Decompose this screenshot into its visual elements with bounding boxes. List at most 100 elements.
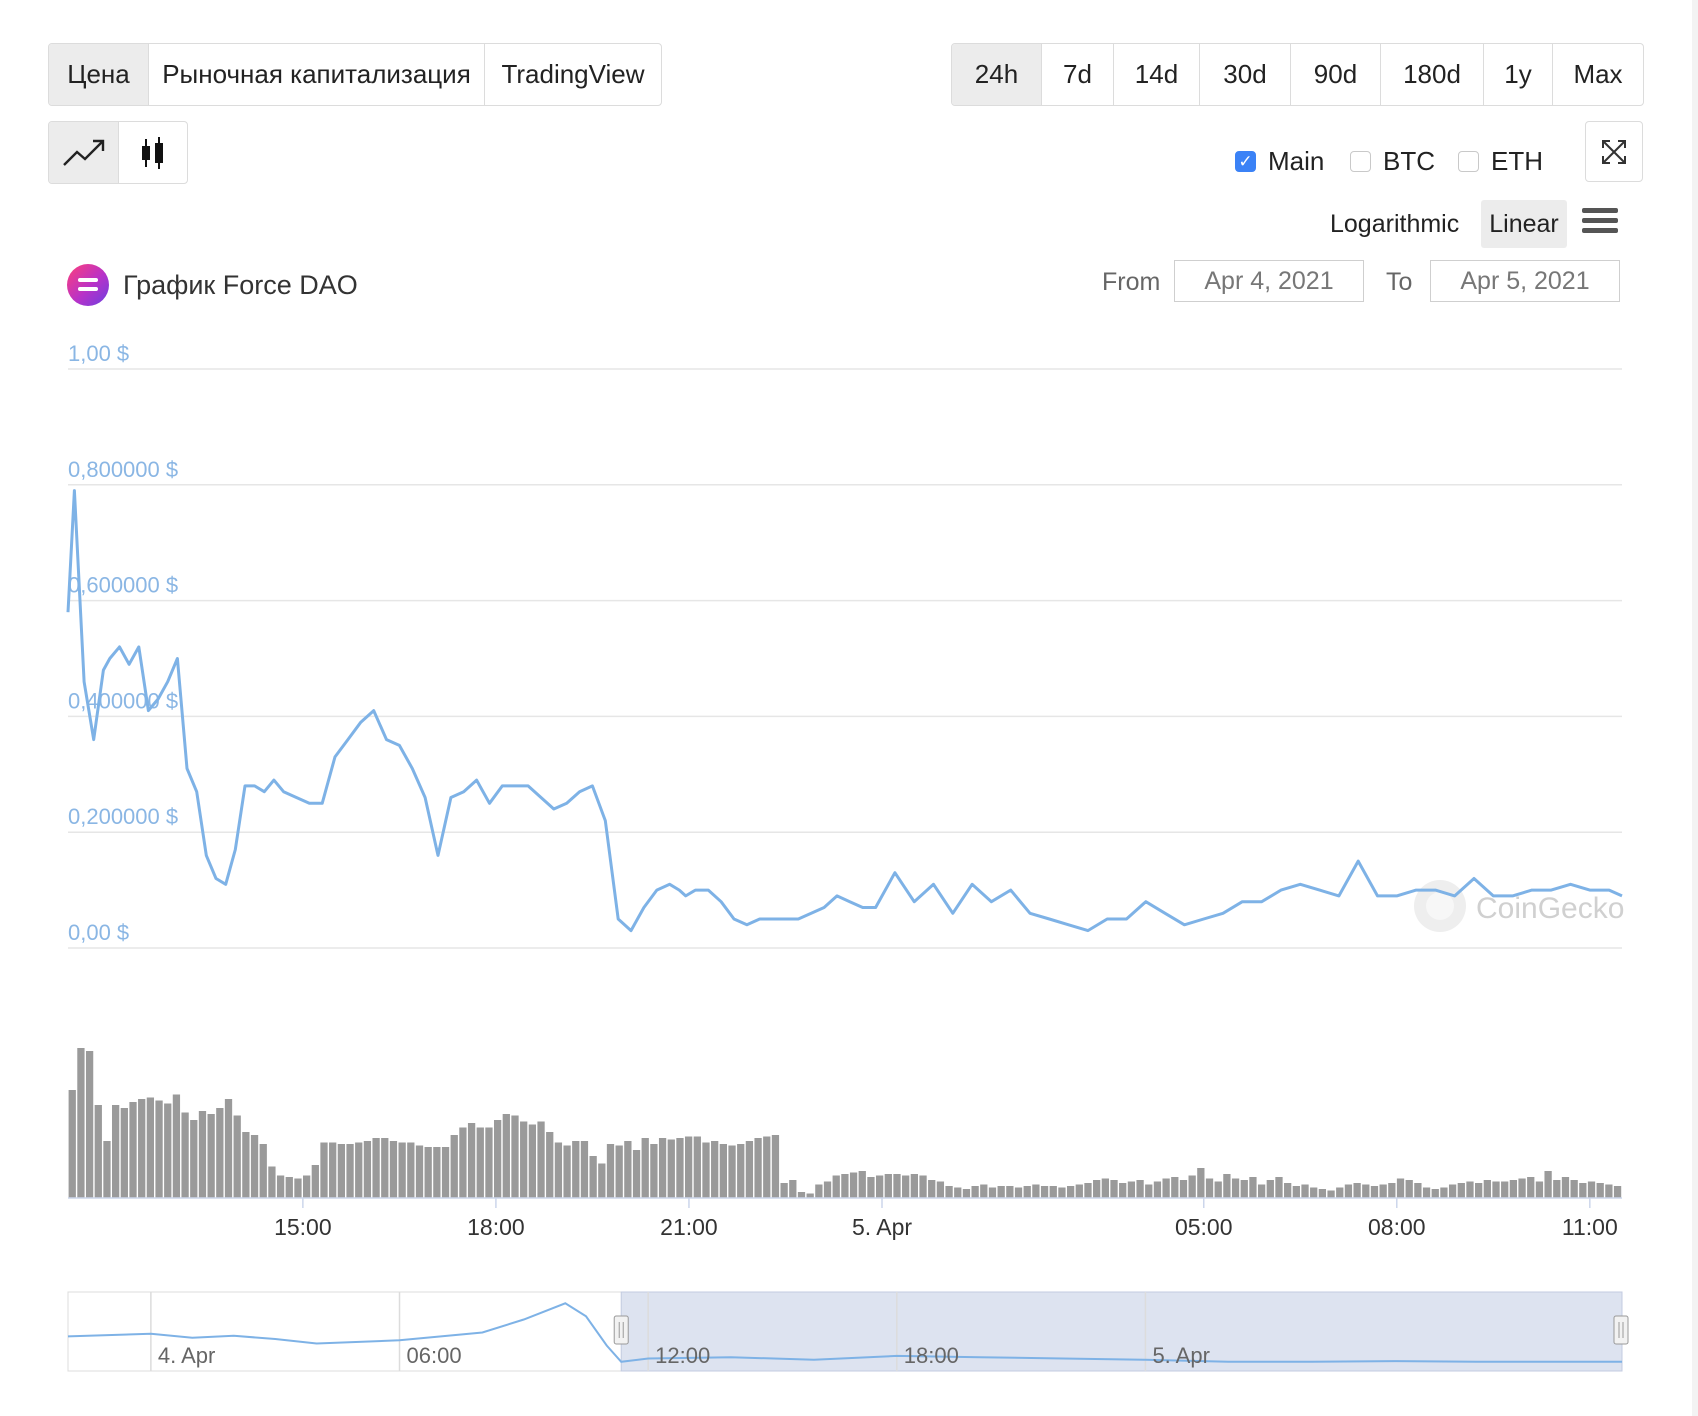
scale-linear-button[interactable]: Linear — [1481, 200, 1567, 248]
volume-bar — [1310, 1187, 1318, 1198]
menu-icon[interactable] — [1582, 208, 1618, 238]
to-label: To — [1386, 268, 1413, 296]
volume-bar — [146, 1097, 155, 1198]
range-90d-button[interactable]: 90d — [1291, 44, 1381, 105]
checkbox-checked-icon[interactable]: ✓ — [1235, 151, 1256, 172]
navigator-handle[interactable] — [613, 1315, 629, 1345]
volume-bar — [1231, 1178, 1240, 1198]
range-30d-button[interactable]: 30d — [1200, 44, 1291, 105]
line-chart-button[interactable] — [49, 122, 119, 183]
volume-bar — [1448, 1184, 1457, 1198]
volume-bar — [311, 1165, 319, 1198]
volume-bar — [1318, 1189, 1327, 1198]
to-date-input[interactable]: Apr 5, 2021 — [1430, 260, 1620, 302]
range-7d-button[interactable]: 7d — [1042, 44, 1114, 105]
volume-bar — [650, 1144, 658, 1198]
navigator-selection[interactable] — [620, 1291, 1623, 1372]
chart-tabs: Цена Рыночная капитализация TradingView — [48, 43, 662, 106]
volume-bar — [259, 1144, 267, 1198]
from-date-input[interactable]: Apr 4, 2021 — [1174, 260, 1364, 302]
volume-bar — [676, 1138, 684, 1198]
volume-bar — [493, 1120, 502, 1198]
volume-bar — [1014, 1187, 1023, 1198]
volume-bar — [1605, 1184, 1613, 1198]
volume-bar — [988, 1187, 997, 1198]
volume-bar — [181, 1112, 189, 1198]
volume-bar — [1171, 1177, 1179, 1198]
volume-bar — [902, 1175, 910, 1198]
volume-bar — [841, 1174, 849, 1198]
volume-bar — [1023, 1186, 1031, 1198]
volume-bar — [502, 1114, 510, 1198]
x-tick-label: 05:00 — [1175, 1214, 1233, 1240]
volume-bar — [980, 1184, 988, 1198]
volume-bars — [68, 1048, 1622, 1198]
fullscreen-button[interactable] — [1585, 121, 1643, 182]
navigator-gridlines — [150, 1292, 1147, 1371]
navigator-handles[interactable] — [613, 1315, 1629, 1345]
navigator-line — [67, 1302, 1622, 1363]
volume-bar — [737, 1144, 745, 1198]
toggle-main[interactable]: ✓ Main — [1235, 146, 1324, 177]
volume-bar — [754, 1138, 762, 1198]
volume-bar — [433, 1147, 441, 1198]
volume-bar — [1040, 1186, 1049, 1198]
volume-bar — [997, 1186, 1005, 1198]
volume-bar — [476, 1127, 484, 1198]
volume-bar — [954, 1187, 962, 1198]
volume-bar — [190, 1120, 198, 1198]
volume-bar — [962, 1189, 971, 1198]
range-24h-button[interactable]: 24h — [952, 44, 1042, 105]
volume-bar — [1431, 1189, 1439, 1198]
volume-bar — [1214, 1181, 1222, 1198]
candlestick-icon — [142, 136, 163, 169]
toggle-eth[interactable]: ETH — [1458, 146, 1543, 177]
checkbox-icon[interactable] — [1350, 151, 1371, 172]
checkbox-icon[interactable] — [1458, 151, 1479, 172]
volume-bar — [936, 1181, 945, 1198]
volume-bar — [155, 1100, 163, 1198]
volume-bar — [1501, 1181, 1509, 1198]
from-label: From — [1102, 268, 1161, 296]
volume-bar — [1353, 1183, 1361, 1198]
volume-bar — [1058, 1187, 1066, 1198]
range-180d-button[interactable]: 180d — [1381, 44, 1484, 105]
volume-bar — [1093, 1180, 1101, 1198]
volume-bar — [1136, 1180, 1144, 1198]
expand-icon — [1602, 139, 1626, 164]
volume-bar — [1119, 1183, 1127, 1198]
volume-bar — [207, 1114, 215, 1198]
volume-bar — [164, 1103, 172, 1198]
page-scrollbar[interactable] — [1692, 0, 1698, 1416]
volume-bar — [875, 1175, 884, 1198]
range-max-button[interactable]: Max — [1573, 59, 1623, 89]
volume-bar — [528, 1124, 537, 1198]
volume-bar — [763, 1136, 771, 1198]
y-tick-label: 0,800000 $ — [68, 457, 178, 482]
volume-bar — [1344, 1184, 1353, 1198]
toggle-btc[interactable]: BTC — [1350, 146, 1435, 177]
volume-bar — [1240, 1180, 1248, 1198]
volume-bar — [1049, 1186, 1057, 1198]
range-14d-button[interactable]: 14d — [1114, 44, 1200, 105]
volume-bar — [1587, 1181, 1596, 1198]
scale-logarithmic-button[interactable]: Logarithmic — [1330, 209, 1460, 238]
volume-bar — [1509, 1180, 1518, 1198]
volume-bar — [1101, 1178, 1109, 1198]
candlestick-button[interactable] — [119, 122, 187, 183]
x-tick-label: 08:00 — [1368, 1214, 1426, 1240]
volume-bar — [355, 1142, 363, 1198]
chart-type-selector — [48, 121, 188, 184]
volume-bar — [1275, 1177, 1283, 1198]
volume-bar — [572, 1141, 580, 1198]
tab-market-cap[interactable]: Рыночная капитализация — [149, 44, 485, 105]
volume-bar — [216, 1108, 224, 1198]
navigator-handle[interactable] — [1613, 1315, 1629, 1345]
tab-price[interactable]: Цена — [49, 44, 149, 105]
force-dao-logo — [67, 264, 109, 306]
volume-bar — [893, 1174, 901, 1198]
tab-tradingview[interactable]: TradingView — [501, 59, 645, 89]
range-1y-button[interactable]: 1y — [1484, 44, 1553, 105]
volume-bar — [1127, 1181, 1136, 1198]
volume-bar — [242, 1132, 250, 1198]
